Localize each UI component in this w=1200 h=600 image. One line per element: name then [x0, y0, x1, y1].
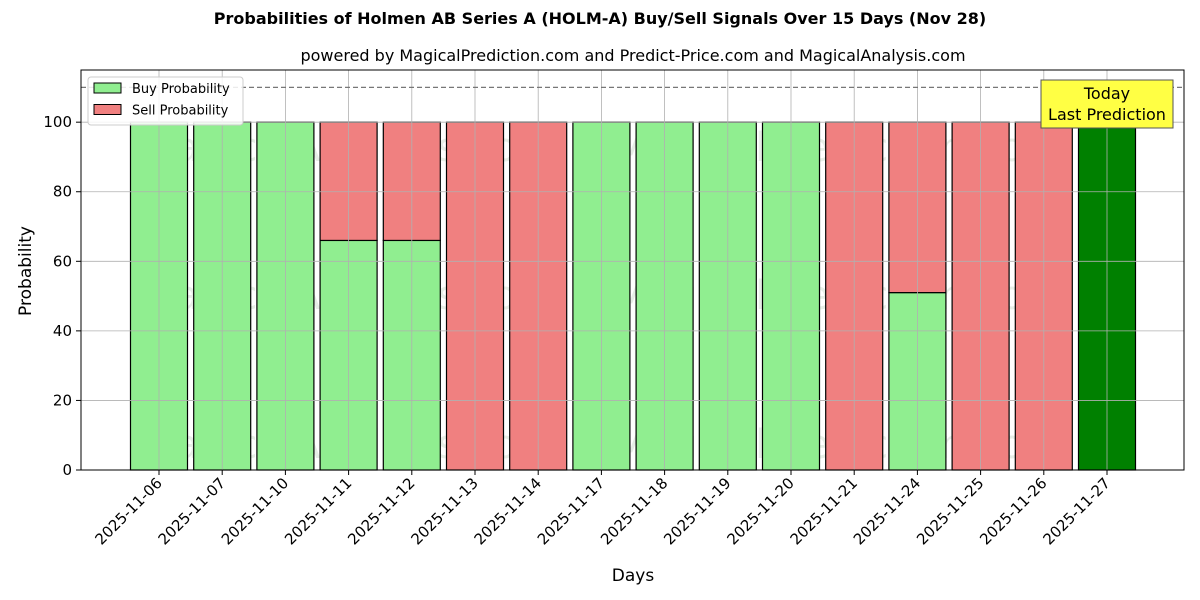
- x-tick-label: 2025-11-19: [660, 474, 734, 548]
- y-tick-label: 20: [53, 391, 72, 409]
- x-tick-label: 2025-11-06: [91, 474, 165, 548]
- x-tick-label: 2025-11-25: [913, 474, 987, 548]
- plot-frame: [80, 69, 1185, 471]
- x-tick-label: 2025-11-17: [534, 474, 608, 548]
- x-tick-label: 2025-11-13: [407, 474, 481, 548]
- y-axis-label: Probability: [16, 226, 36, 316]
- y-tick-label: 100: [43, 113, 72, 131]
- x-tick-label: 2025-11-14: [471, 474, 545, 548]
- legend-swatch: [93, 104, 122, 115]
- x-tick-label: 2025-11-11: [281, 474, 355, 548]
- y-tick-label: 60: [53, 252, 72, 270]
- x-tick-label: 2025-11-20: [723, 474, 797, 548]
- svg-text:Last Prediction: Last Prediction: [1048, 105, 1166, 124]
- legend-label: Sell Probability: [132, 104, 229, 119]
- y-tick-label: 80: [53, 183, 72, 201]
- chart-title: Probabilities of Holmen AB Series A (HOL…: [213, 9, 987, 28]
- y-tick-label: 40: [53, 322, 72, 340]
- chart-subtitle: powered by MagicalPrediction.com and Pre…: [300, 46, 966, 65]
- x-tick-label: 2025-11-26: [976, 474, 1050, 548]
- x-tick-label: 2025-11-21: [787, 474, 861, 548]
- legend: Buy Probability Sell Probability: [87, 76, 244, 126]
- legend-swatch: [93, 82, 122, 94]
- x-tick-label: 2025-11-27: [1039, 474, 1113, 548]
- legend-label: Buy Probability: [132, 82, 230, 97]
- x-tick-label: 2025-11-10: [218, 474, 292, 548]
- x-tick-label: 2025-11-24: [850, 474, 924, 548]
- x-tick-label: 2025-11-07: [155, 474, 229, 548]
- svg-text:Today: Today: [1083, 84, 1130, 103]
- x-tick-label: 2025-11-18: [597, 474, 671, 548]
- x-axis-label: Days: [612, 566, 655, 586]
- today-annotation: Today Last Prediction: [1040, 79, 1174, 129]
- x-tick-label: 2025-11-12: [344, 474, 418, 548]
- y-tick-label: 0: [62, 461, 72, 479]
